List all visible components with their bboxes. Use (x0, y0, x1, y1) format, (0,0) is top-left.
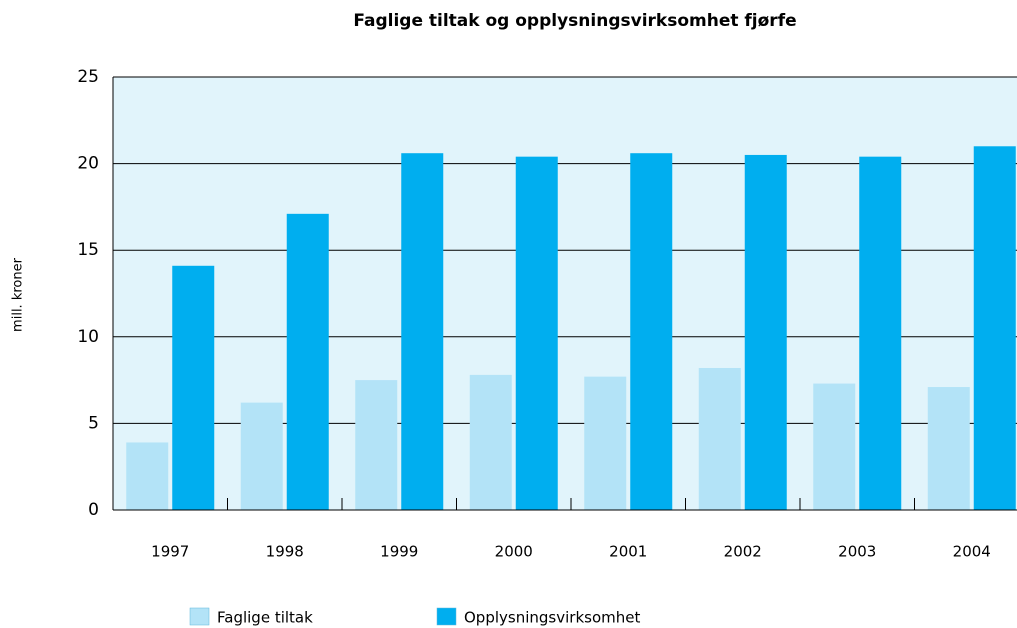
y-tick-label: 5 (88, 413, 99, 433)
legend-swatch (436, 607, 457, 626)
bar (813, 383, 856, 510)
bar (584, 376, 627, 510)
x-tick-label: 1998 (266, 543, 304, 561)
bar (515, 156, 558, 510)
x-tick-label: 2002 (724, 543, 762, 561)
y-tick-label: 0 (88, 500, 99, 520)
bar (630, 153, 673, 510)
bar (355, 380, 398, 510)
x-tick-label: 2003 (838, 543, 876, 561)
legend-label: Opplysningsvirksomhet (464, 609, 640, 627)
bar (469, 374, 512, 510)
bar (698, 367, 741, 510)
bar (172, 265, 215, 510)
x-tick-label: 1997 (151, 543, 189, 561)
bar (859, 156, 902, 510)
y-tick-label: 15 (77, 240, 99, 260)
x-tick-label: 2000 (495, 543, 533, 561)
x-tick-label: 2004 (953, 543, 991, 561)
bar (973, 146, 1016, 510)
y-tick-label: 20 (77, 154, 99, 174)
legend-label: Faglige tiltak (217, 609, 313, 627)
bar (126, 442, 169, 510)
x-tick-label: 2001 (609, 543, 647, 561)
bar (286, 213, 329, 510)
y-axis-label: mill. kroner (11, 257, 26, 332)
bar (401, 153, 444, 510)
bar (744, 154, 787, 510)
chart-title: Faglige tiltak og opplysningsvirksomhet … (353, 11, 796, 31)
y-tick-label: 25 (77, 67, 99, 87)
x-tick-label: 1999 (380, 543, 418, 561)
y-tick-label: 10 (77, 327, 99, 347)
bar (927, 387, 970, 510)
bar (240, 402, 283, 510)
legend-swatch (189, 607, 210, 626)
